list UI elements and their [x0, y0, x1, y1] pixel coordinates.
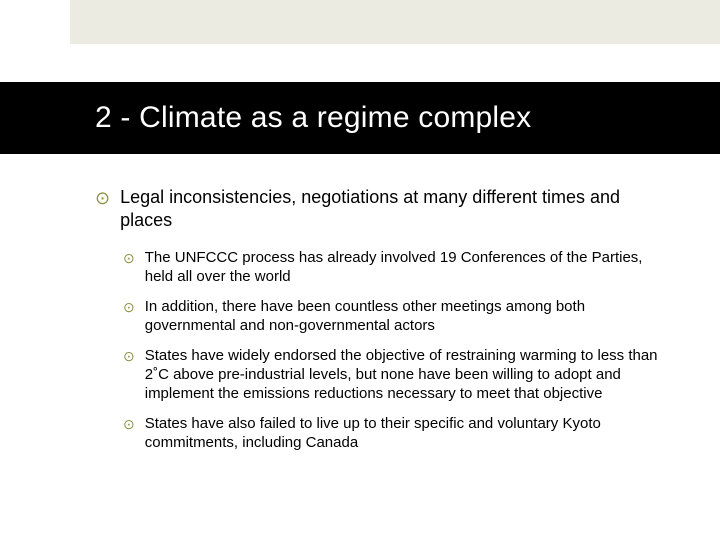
list-item-text: States have also failed to live up to th… — [145, 414, 664, 452]
bullet-icon: ⊙ — [123, 415, 135, 433]
list-item-text: In addition, there have been countless o… — [145, 297, 664, 335]
bullet-icon: ⊙ — [123, 249, 135, 267]
list-item: ⊙ The UNFCCC process has already involve… — [123, 248, 664, 286]
list-item-text: States have widely endorsed the objectiv… — [145, 346, 664, 403]
list-item-text: The UNFCCC process has already involved … — [145, 248, 664, 286]
title-band: 2 - Climate as a regime complex — [0, 82, 720, 154]
slide-title: 2 - Climate as a regime complex — [95, 101, 531, 135]
list-item: ⊙ Legal inconsistencies, negotiations at… — [95, 186, 664, 232]
bullet-icon: ⊙ — [123, 347, 135, 365]
bullet-icon: ⊙ — [95, 187, 110, 209]
top-accent-band — [70, 0, 720, 44]
list-item: ⊙ States have also failed to live up to … — [123, 414, 664, 452]
slide-content: ⊙ Legal inconsistencies, negotiations at… — [95, 186, 664, 463]
bullet-icon: ⊙ — [123, 298, 135, 316]
list-item: ⊙ In addition, there have been countless… — [123, 297, 664, 335]
list-item: ⊙ States have widely endorsed the object… — [123, 346, 664, 403]
sub-list: ⊙ The UNFCCC process has already involve… — [123, 248, 664, 452]
list-item-text: Legal inconsistencies, negotiations at m… — [120, 186, 664, 232]
